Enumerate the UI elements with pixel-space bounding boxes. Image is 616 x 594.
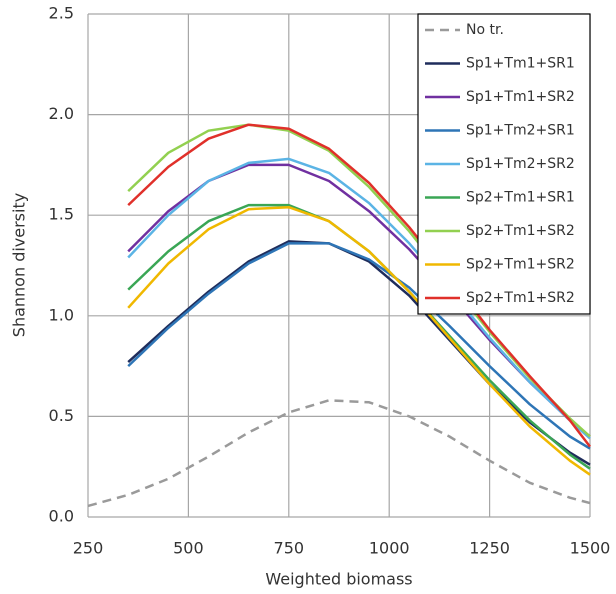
x-tick-label: 1000 [369, 539, 410, 558]
y-tick-label: 2.5 [49, 4, 74, 23]
legend-label: Sp1+Tm1+SR2 [466, 89, 575, 105]
legend-label: Sp1+Tm1+SR1 [466, 56, 575, 72]
x-tick-label: 1250 [469, 539, 510, 558]
y-tick-label: 2.0 [49, 104, 74, 123]
legend-label: No tr. [466, 22, 504, 38]
x-tick-label: 1500 [570, 539, 611, 558]
x-tick-label: 250 [73, 539, 104, 558]
legend-label: Sp2+Tm1+SR2 [466, 290, 575, 306]
x-tick-label: 500 [173, 539, 204, 558]
y-axis-title: Shannon diversity [10, 193, 29, 337]
series-line [127, 123, 591, 448]
legend-label: Sp2+Tm1+SR2 [466, 223, 575, 239]
legend-label: Sp1+Tm2+SR1 [466, 123, 575, 139]
x-axis-title: Weighted biomass [265, 570, 412, 589]
y-tick-label: 0.5 [49, 406, 74, 425]
legend: No tr. Sp1+Tm1+SR1 Sp1+Tm1+SR2 Sp1+Tm2+SR1 S… [417, 13, 591, 315]
series-line [127, 205, 591, 476]
series-line [127, 123, 591, 438]
y-tick-label: 1.0 [49, 305, 74, 324]
legend-label: Sp2+Tm1+SR1 [466, 190, 575, 206]
y-tick-label: 0.0 [49, 507, 74, 526]
legend-label: Sp2+Tm1+SR2 [466, 257, 575, 273]
x-tick-label: 750 [274, 539, 305, 558]
series-line [127, 157, 591, 440]
series-line [87, 399, 591, 508]
legend-label: Sp1+Tm2+SR2 [466, 156, 575, 172]
series-line [127, 240, 591, 466]
y-tick-label: 1.5 [49, 205, 74, 224]
series-line [127, 242, 591, 450]
